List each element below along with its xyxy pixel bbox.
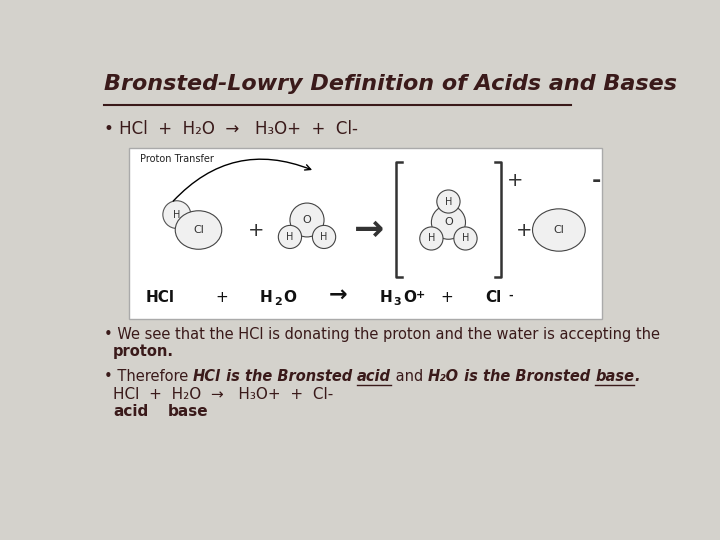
Circle shape xyxy=(431,205,466,239)
Text: HCl: HCl xyxy=(145,290,174,305)
Text: base: base xyxy=(168,404,208,420)
Text: -: - xyxy=(508,291,513,300)
Text: →: → xyxy=(329,285,347,305)
Text: O: O xyxy=(302,215,311,225)
Text: acid: acid xyxy=(113,404,148,420)
Text: H: H xyxy=(173,210,181,220)
Circle shape xyxy=(420,227,443,250)
Text: H: H xyxy=(259,290,272,305)
Text: HCl  +  H₂O  →   H₃O+  +  Cl-: HCl + H₂O → H₃O+ + Cl- xyxy=(113,387,333,402)
Text: H: H xyxy=(287,232,294,242)
Text: O: O xyxy=(444,217,453,227)
Text: base: base xyxy=(595,369,634,384)
Text: +: + xyxy=(516,220,532,240)
Circle shape xyxy=(437,190,460,213)
Text: • HCl  +  H₂O  →   H₃O+  +  Cl-: • HCl + H₂O → H₃O+ + Cl- xyxy=(104,120,358,138)
Text: 2: 2 xyxy=(274,298,282,307)
Text: H: H xyxy=(428,233,435,244)
Text: O: O xyxy=(284,290,297,305)
Text: H: H xyxy=(462,233,469,244)
Text: O: O xyxy=(403,290,416,305)
Text: Cl: Cl xyxy=(193,225,204,235)
Text: →: → xyxy=(354,213,384,247)
Text: H: H xyxy=(445,197,452,206)
Text: 3: 3 xyxy=(394,298,402,307)
Text: acid: acid xyxy=(357,369,391,384)
Circle shape xyxy=(290,203,324,237)
Text: H: H xyxy=(379,290,392,305)
Text: +: + xyxy=(215,290,228,305)
Ellipse shape xyxy=(175,211,222,249)
Text: +: + xyxy=(415,291,425,300)
Text: proton.: proton. xyxy=(113,343,174,359)
Text: H₂O: H₂O xyxy=(428,369,459,384)
Bar xyxy=(129,148,601,319)
Circle shape xyxy=(163,201,191,228)
Ellipse shape xyxy=(533,209,585,251)
Text: +: + xyxy=(507,171,523,190)
Text: HCl: HCl xyxy=(193,369,221,384)
Text: is the Bronsted: is the Bronsted xyxy=(221,369,357,384)
Circle shape xyxy=(454,227,477,250)
Text: +: + xyxy=(440,290,453,305)
Text: • Therefore: • Therefore xyxy=(104,369,193,384)
Text: Cl: Cl xyxy=(485,290,501,305)
FancyArrowPatch shape xyxy=(174,159,311,201)
Text: is the Bronsted: is the Bronsted xyxy=(459,369,595,384)
Text: and: and xyxy=(391,369,428,384)
Text: Bronsted-Lowry Definition of Acids and Bases: Bronsted-Lowry Definition of Acids and B… xyxy=(104,74,677,94)
Text: Proton Transfer: Proton Transfer xyxy=(140,154,215,164)
Text: .: . xyxy=(634,369,640,384)
Circle shape xyxy=(279,225,302,248)
Text: -: - xyxy=(591,171,600,191)
Text: H: H xyxy=(320,232,328,242)
Text: +: + xyxy=(248,220,265,240)
Text: Cl: Cl xyxy=(554,225,564,235)
Circle shape xyxy=(312,225,336,248)
Text: • We see that the HCl is donating the proton and the water is accepting the: • We see that the HCl is donating the pr… xyxy=(104,327,660,342)
